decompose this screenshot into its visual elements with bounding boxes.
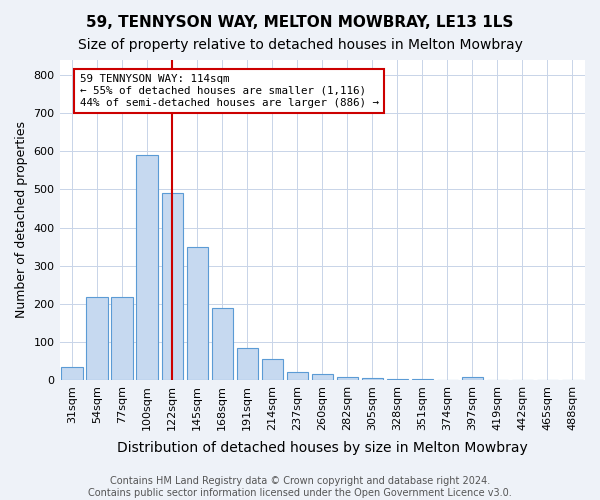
Bar: [136, 155, 158, 380]
Bar: [262, 359, 283, 380]
Text: 59, TENNYSON WAY, MELTON MOWBRAY, LE13 1LS: 59, TENNYSON WAY, MELTON MOWBRAY, LE13 1…: [86, 15, 514, 30]
Bar: [86, 297, 108, 380]
Bar: [161, 194, 183, 380]
Bar: [412, 379, 433, 380]
Text: 59 TENNYSON WAY: 114sqm
← 55% of detached houses are smaller (1,116)
44% of semi: 59 TENNYSON WAY: 114sqm ← 55% of detache…: [80, 74, 379, 108]
Bar: [362, 378, 383, 380]
Bar: [337, 377, 358, 380]
Text: Contains HM Land Registry data © Crown copyright and database right 2024.
Contai: Contains HM Land Registry data © Crown c…: [88, 476, 512, 498]
Bar: [112, 297, 133, 380]
Bar: [462, 377, 483, 380]
Bar: [311, 374, 333, 380]
X-axis label: Distribution of detached houses by size in Melton Mowbray: Distribution of detached houses by size …: [117, 441, 527, 455]
Bar: [236, 348, 258, 380]
Bar: [287, 372, 308, 380]
Bar: [387, 379, 408, 380]
Y-axis label: Number of detached properties: Number of detached properties: [15, 122, 28, 318]
Bar: [212, 308, 233, 380]
Bar: [61, 366, 83, 380]
Bar: [187, 246, 208, 380]
Text: Size of property relative to detached houses in Melton Mowbray: Size of property relative to detached ho…: [77, 38, 523, 52]
